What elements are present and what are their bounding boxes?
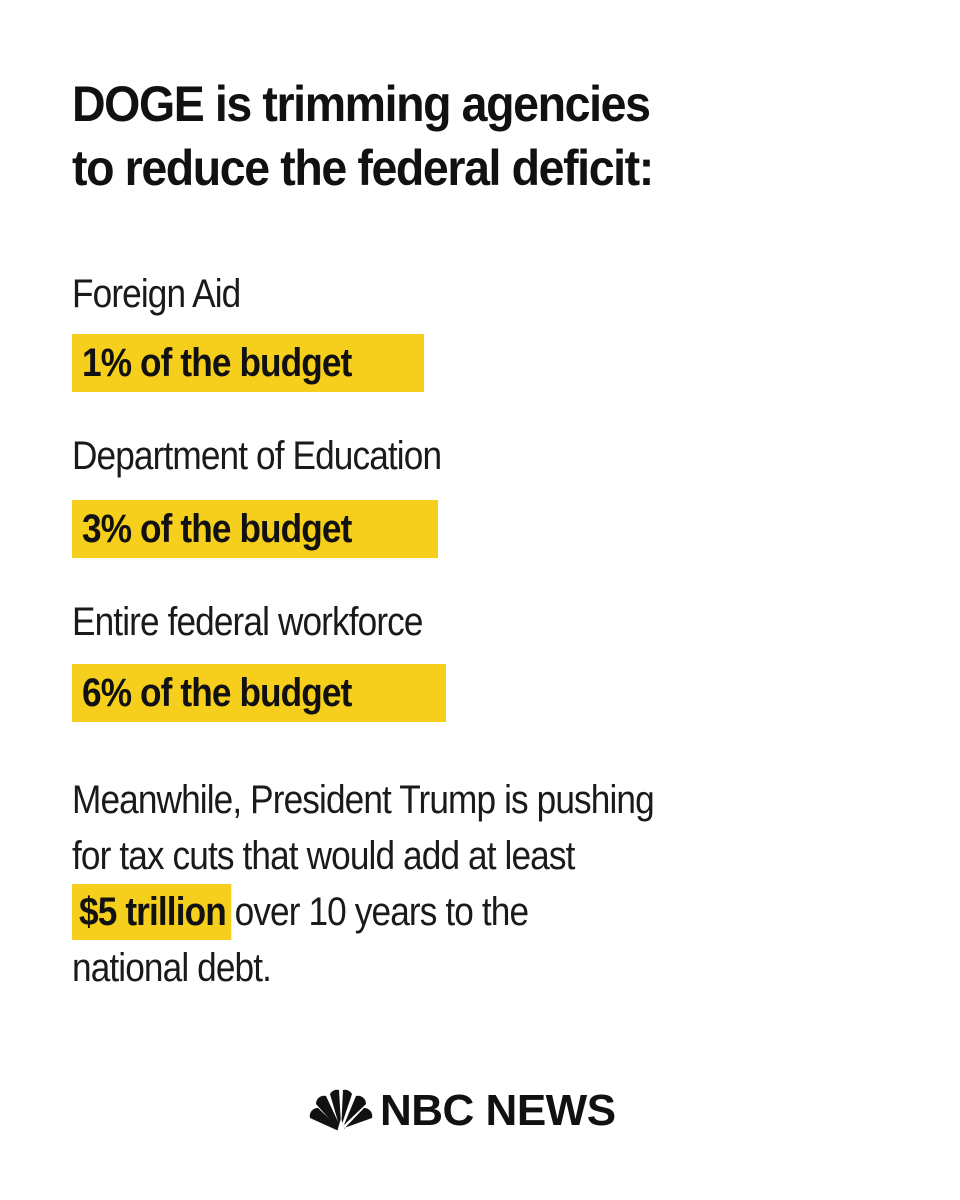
highlighted-amount: $5 trillion xyxy=(72,884,232,940)
headline-line-2: to reduce the federal deficit: xyxy=(72,140,654,196)
closing-line-2: for tax cuts that would add at least xyxy=(72,834,575,878)
item-value-text: 3% of the budget xyxy=(82,507,352,551)
headline-line-1: DOGE is trimming agencies xyxy=(72,76,651,132)
item-value-foreign-aid: 1% of the budget xyxy=(72,334,424,392)
closing-line-3: $5 trillion over 10 years to the xyxy=(72,884,829,940)
item-value-federal-workforce: 6% of the budget xyxy=(72,664,446,722)
closing-line-1: Meanwhile, President Trump is pushing xyxy=(72,778,655,822)
item-value-text: 6% of the budget xyxy=(82,671,352,715)
closing-line-3-rest: over 10 years to the xyxy=(234,890,529,934)
peacock-icon xyxy=(309,1089,373,1132)
item-value-text: 1% of the budget xyxy=(82,341,352,385)
item-value-department-of-education: 3% of the budget xyxy=(72,500,438,558)
nbc-news-logo: NBC NEWS xyxy=(306,1086,616,1136)
logo-text: NBC NEWS xyxy=(380,1086,616,1135)
headline: DOGE is trimming agencies to reduce the … xyxy=(72,72,835,200)
closing-paragraph: Meanwhile, President Trump is pushing fo… xyxy=(72,772,829,996)
closing-line-4: national debt. xyxy=(72,946,272,990)
item-label-foreign-aid: Foreign Aid xyxy=(72,272,241,316)
item-label-federal-workforce: Entire federal workforce xyxy=(72,600,423,644)
item-label-department-of-education: Department of Education xyxy=(72,434,442,478)
